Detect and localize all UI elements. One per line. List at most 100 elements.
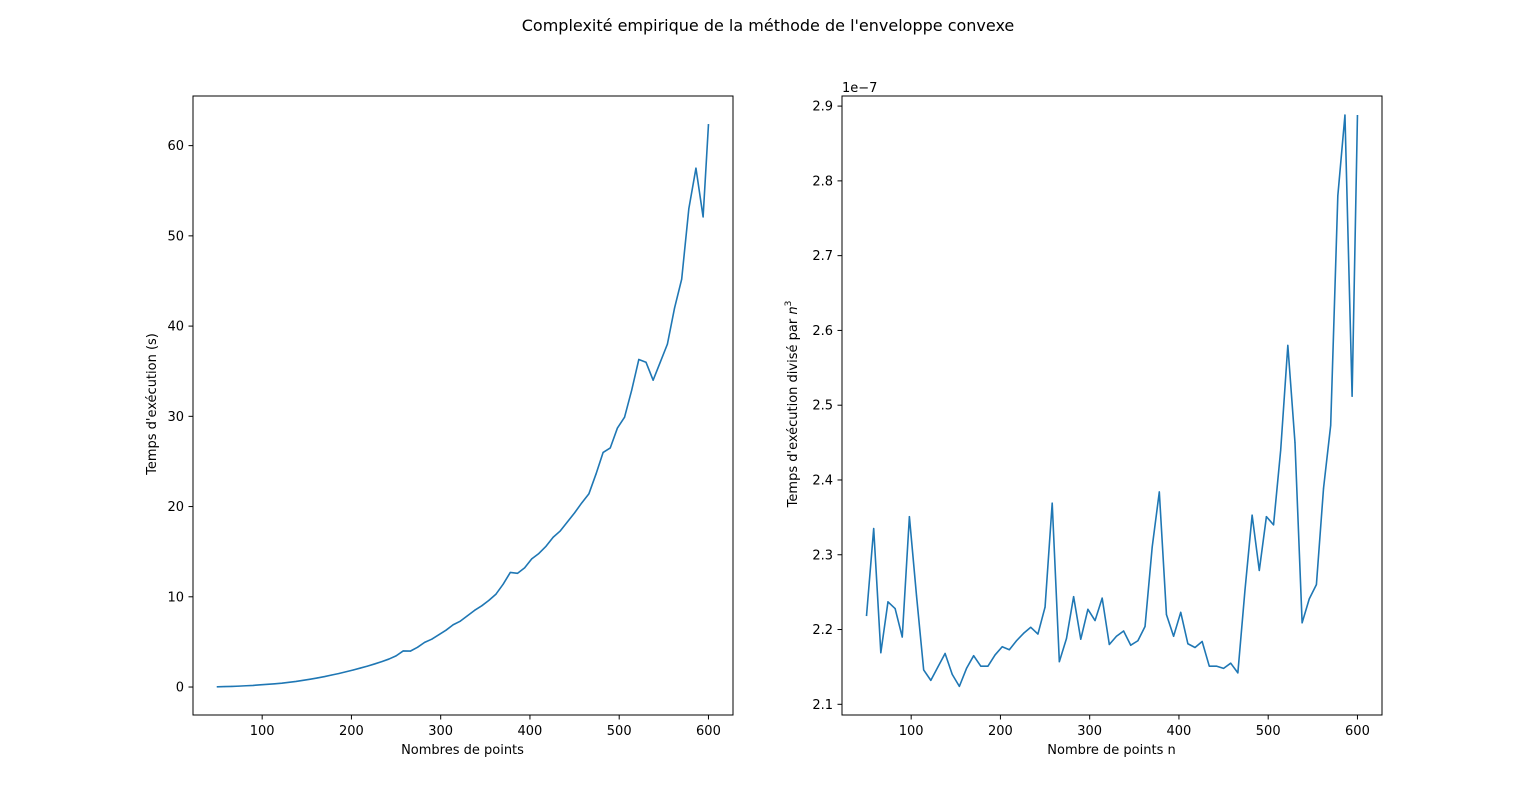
- right-chart-data-point: [1037, 633, 1039, 635]
- right-chart-data-point: [1094, 619, 1096, 622]
- left-chart: 100 200 300 400 500 600 0 10 20 30 40 50 60 Nombres…: [145, 95, 734, 758]
- right-chart-data-point: [1330, 424, 1332, 426]
- right-chart-y-tick-label: 2.2: [812, 623, 833, 638]
- left-chart-data-point: [324, 675, 326, 678]
- left-chart-data-point: [595, 473, 597, 475]
- left-chart-data-point: [424, 641, 426, 643]
- right-chart-y-tick-label: 2.6: [812, 324, 833, 339]
- right-chart-data-point: [994, 654, 996, 656]
- left-chart-data-point: [431, 638, 433, 640]
- right-chart-data-point: [1087, 608, 1089, 610]
- left-chart-data-point: [481, 605, 483, 607]
- right-chart-data-point: [1265, 516, 1268, 518]
- right-chart-data-point: [973, 655, 975, 657]
- right-chart-data-point: [1230, 662, 1232, 664]
- right-chart-data-point: [1322, 487, 1325, 489]
- left-chart-data-point: [231, 685, 233, 688]
- right-chart-data-point: [1187, 643, 1189, 645]
- right-chart-data-point: [865, 614, 868, 616]
- left-chart-y-tick-label: 20: [167, 500, 184, 515]
- left-chart-data-point: [616, 427, 619, 429]
- left-chart-data-point: [395, 655, 397, 657]
- left-chart-data-point: [259, 684, 261, 686]
- left-chart-data-point: [266, 683, 269, 685]
- right-chart-data-point: [1315, 584, 1317, 586]
- left-chart-data-point: [281, 682, 283, 684]
- left-chart-data-point: [295, 680, 297, 683]
- right-chart-data-point: [1301, 622, 1303, 624]
- right-chart-y-axis-label-exp: 3: [784, 301, 794, 307]
- right-chart-data-point: [958, 685, 960, 687]
- right-chart-data-point: [1337, 195, 1339, 197]
- right-chart-data-point: [1201, 640, 1203, 643]
- left-chart-axes-frame: [192, 95, 734, 716]
- left-chart-y-tick-label: 0: [176, 681, 184, 696]
- left-chart-data-point: [681, 278, 683, 280]
- right-chart-data-point: [1108, 643, 1110, 646]
- left-chart-data-point: [252, 684, 254, 687]
- right-chart-data-point: [1065, 637, 1068, 640]
- left-chart-data-point: [588, 493, 590, 495]
- right-chart-data-point: [915, 595, 918, 597]
- right-chart-data-point: [1030, 626, 1032, 628]
- left-chart-data-point: [338, 672, 340, 675]
- left-chart-data-point: [495, 593, 497, 595]
- right-chart-data-point: [1144, 625, 1146, 628]
- right-chart-data-point: [1123, 630, 1125, 632]
- left-chart-data-point: [673, 307, 676, 309]
- left-chart-data-point: [459, 620, 461, 622]
- right-chart-y-tick-label: 2.7: [812, 249, 833, 264]
- left-chart-data-point: [366, 665, 369, 667]
- left-chart-data-point: [707, 124, 710, 126]
- right-chart-data-point: [1287, 344, 1289, 346]
- left-chart-data-point: [381, 660, 383, 663]
- left-chart-data-point: [331, 674, 333, 676]
- left-chart-y-tick-label: 60: [167, 139, 184, 154]
- left-chart-data-point: [359, 667, 361, 669]
- right-chart-data-point: [1222, 667, 1225, 670]
- left-chart-data-point: [438, 634, 440, 636]
- right-chart-data-point: [1258, 569, 1260, 572]
- right-chart-offset-text: 1e−7: [842, 81, 877, 96]
- left-chart-data-point: [516, 572, 519, 574]
- right-chart-data-point: [1073, 596, 1075, 598]
- right-chart-data-point: [1023, 632, 1025, 634]
- right-chart-data-point: [1137, 640, 1139, 642]
- left-chart-data-point: [402, 650, 404, 652]
- left-chart-data-point: [445, 629, 447, 631]
- right-chart-data-point: [1130, 644, 1132, 646]
- right-chart-data-point: [1308, 598, 1310, 600]
- right-chart-y-tick-label: 2.1: [812, 698, 833, 713]
- right-chart-data-point: [1351, 395, 1353, 397]
- left-chart-data-point: [345, 671, 347, 673]
- left-chart-data-point: [659, 361, 661, 363]
- right-chart-data-point: [1008, 649, 1010, 651]
- right-chart-data-point: [987, 665, 989, 667]
- right-chart-y-tick-label: 2.4: [812, 473, 833, 488]
- right-chart-x-tick-label: 400: [1167, 724, 1192, 739]
- right-chart-data-point: [901, 636, 903, 638]
- left-chart-x-tick-label: 100: [250, 724, 275, 739]
- right-chart-x-tick-label: 500: [1256, 724, 1281, 739]
- left-chart-data-point: [545, 545, 547, 547]
- right-chart-data-point: [951, 673, 953, 676]
- right-chart-data-point: [1251, 514, 1253, 516]
- left-chart-x-tick-label: 400: [518, 724, 543, 739]
- right-chart-x-ticks: 100 200 300 400 500 600: [899, 715, 1370, 739]
- right-chart-data-point: [965, 667, 968, 670]
- left-chart-data-point: [416, 646, 419, 648]
- right-chart-data-point: [1058, 661, 1060, 663]
- right-chart-data-point: [1151, 546, 1153, 548]
- left-chart-data-point: [573, 512, 576, 514]
- right-chart-y-tick-label: 2.8: [812, 174, 833, 189]
- right-chart-data-point: [1015, 640, 1018, 642]
- left-chart-x-tick-label: 200: [339, 724, 364, 739]
- left-chart-y-tick-label: 10: [167, 590, 184, 605]
- right-chart-data-point: [1044, 606, 1046, 608]
- right-chart-data-point: [873, 527, 875, 530]
- left-chart-data-point: [538, 552, 540, 555]
- left-chart-data-point: [509, 571, 511, 574]
- right-chart-data-point: [887, 601, 889, 603]
- left-chart-data-point: [452, 624, 454, 626]
